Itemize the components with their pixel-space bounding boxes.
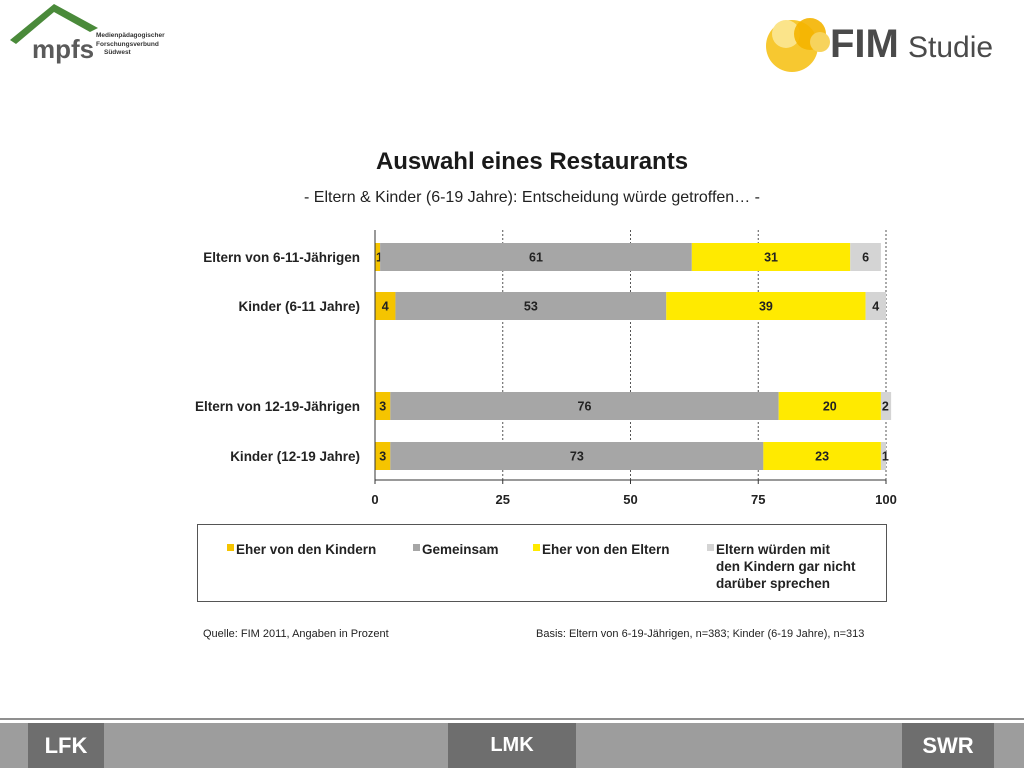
data-label: 53 (524, 300, 538, 314)
legend-label: den Kindern gar nicht (716, 559, 856, 574)
bar-segment (390, 392, 779, 420)
bar-segment (375, 442, 391, 470)
lmk-logo: LMK (448, 723, 576, 768)
bar-segment (375, 392, 391, 420)
bar-segment (691, 243, 851, 271)
data-label: 3 (379, 400, 386, 414)
bar-segment (666, 292, 866, 320)
swr-logo: SWR (902, 723, 994, 768)
fim-logo-text: FIM (830, 22, 899, 66)
category-label: Eltern von 12-19-Jährigen (195, 399, 360, 414)
x-tick-label: 0 (371, 492, 378, 507)
legend-label: Gemeinsam (422, 542, 499, 557)
legend-label: Eltern würden mit (716, 542, 831, 557)
data-label: 76 (578, 400, 592, 414)
mpfs-subtitle-line: Forschungsverbund (96, 40, 159, 48)
legend-item-eltern: Eher von den Eltern (533, 541, 670, 558)
legend-swatch (533, 544, 540, 551)
mpfs-logo: mpfs (10, 4, 98, 64)
data-label: 61 (529, 251, 543, 265)
data-label: 2 (882, 400, 889, 414)
category-label: Eltern von 6-11-Jährigen (203, 250, 360, 265)
chart-legend: Eher von den Kindern Gemeinsam Eher von … (197, 524, 887, 602)
data-label: 1 (882, 450, 889, 464)
mpfs-subtitle-line: Südwest (104, 49, 131, 56)
lfk-logo: LFK (28, 723, 104, 768)
fim-logo-suffix: Studie (908, 31, 993, 64)
bar-segment (395, 292, 667, 320)
data-label: 39 (759, 300, 773, 314)
data-label: 73 (570, 450, 584, 464)
lmk-logo-text: LMK (490, 734, 534, 756)
data-label: 31 (764, 251, 778, 265)
x-tick-label: 75 (751, 492, 765, 507)
bar-segment (763, 442, 881, 470)
x-tick-label: 50 (623, 492, 637, 507)
source-note: Quelle: FIM 2011, Angaben in Prozent (203, 628, 389, 640)
bar-segment (375, 292, 396, 320)
legend-item-kinder: Eher von den Kindern (227, 541, 377, 558)
data-label: 20 (823, 400, 837, 414)
bar-segment (850, 243, 881, 271)
bar-segment (880, 442, 886, 470)
footer-divider (0, 718, 1024, 720)
legend-label: Eher von den Eltern (542, 542, 670, 557)
data-label: 4 (382, 300, 389, 314)
bar-segment (390, 442, 764, 470)
basis-note: Basis: Eltern von 6-19-Jährigen, n=383; … (536, 628, 865, 640)
chart-title: Auswahl eines Restaurants (375, 148, 689, 175)
legend-swatch (707, 544, 714, 551)
data-label: 1 (376, 251, 383, 265)
lfk-logo-text: LFK (44, 732, 88, 758)
bar-segment (778, 392, 881, 420)
chart-subtitle: - Eltern & Kinder (6-19 Jahre): Entschei… (304, 189, 760, 206)
legend-label: Eher von den Kindern (236, 542, 377, 557)
category-label: Kinder (12-19 Jahre) (230, 449, 360, 464)
data-label: 6 (862, 251, 869, 265)
mpfs-logo-text: mpfs (32, 34, 94, 64)
legend-label: darüber sprechen (716, 576, 831, 591)
legend-swatch (227, 544, 234, 551)
category-label: Kinder (6-11 Jahre) (238, 299, 360, 314)
mpfs-subtitle: Medienpädagogischer Forschungsverbund Sü… (96, 32, 165, 58)
mpfs-subtitle-line: Medienpädagogischer (96, 32, 165, 39)
bar-segment (380, 243, 692, 271)
data-label: 23 (815, 450, 829, 464)
legend-item-gar-nicht: Eltern würden mit den Kindern gar nicht … (707, 541, 856, 592)
bar-segment (865, 292, 886, 320)
swr-logo-text: SWR (922, 732, 974, 758)
data-label: 4 (872, 300, 879, 314)
legend-swatch (413, 544, 420, 551)
legend-item-gemeinsam: Gemeinsam (413, 541, 499, 558)
data-label: 3 (379, 450, 386, 464)
bar-segment (375, 243, 381, 271)
x-tick-label: 100 (875, 492, 897, 507)
fim-studie-logo: FIM Studie (766, 18, 993, 72)
x-tick-label: 25 (496, 492, 510, 507)
bar-segment (880, 392, 892, 420)
